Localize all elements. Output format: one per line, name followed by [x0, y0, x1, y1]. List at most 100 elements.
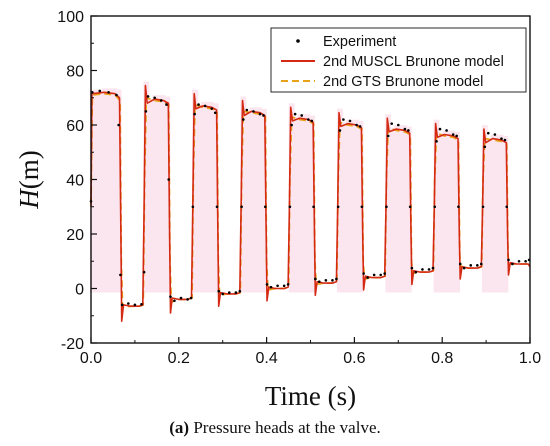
experiment-point: [338, 129, 342, 132]
experiment-point: [210, 107, 214, 110]
y-axis-title: H(m): [14, 150, 44, 209]
legend-label: 2nd GTS Brunone model: [323, 74, 483, 90]
series-layer: [89, 84, 531, 322]
plateau-shading: [402, 126, 412, 293]
x-axis-title: Time (s): [265, 381, 356, 411]
experiment-point: [457, 205, 460, 209]
experiment-point: [366, 276, 369, 279]
y-tick-label: 40: [66, 173, 84, 190]
experiment-point: [127, 302, 130, 305]
x-tick-label: 0.2: [168, 350, 190, 367]
experiment-point: [360, 205, 364, 209]
experiment-point: [451, 133, 455, 136]
experiment-point: [310, 119, 314, 123]
experiment-point: [476, 264, 479, 267]
experiment-point: [397, 123, 400, 127]
experiment-point: [276, 284, 279, 288]
figure-caption: (a) Pressure heads at the valve.: [0, 418, 550, 438]
experiment-point: [433, 205, 437, 209]
experiment-point: [191, 205, 195, 209]
experiment-point: [372, 273, 376, 277]
y-tick-label: 100: [57, 9, 84, 26]
experiment-point: [300, 114, 304, 117]
experiment-point: [238, 289, 242, 293]
experiment-point: [408, 205, 412, 209]
experiment-point: [458, 262, 462, 266]
experiment-point: [342, 118, 345, 121]
plateau-shading: [499, 135, 509, 293]
experiment-point: [252, 110, 255, 113]
experiment-point: [98, 89, 102, 93]
legend-label: 2nd MUSCL Brunone model: [323, 54, 504, 70]
caption-label: (a): [169, 418, 190, 437]
legend-items: Experiment 2nd MUSCL Brunone model 2nd GTS…: [281, 34, 504, 90]
experiment-point: [167, 178, 171, 181]
experiment-point: [511, 262, 514, 266]
experiment-point: [269, 285, 273, 289]
experiment-point: [505, 205, 509, 209]
experiment-point: [133, 303, 137, 307]
plateau-shading: [258, 108, 267, 293]
plateau-shading: [435, 133, 447, 293]
plateau-shading: [451, 131, 461, 293]
experiment-point: [240, 205, 243, 209]
y-tick-label: 60: [66, 118, 84, 135]
experiment-point: [193, 112, 196, 116]
experiment-point: [336, 205, 340, 209]
experiment-point: [435, 140, 438, 143]
plateau-shading: [242, 111, 254, 293]
experiment-point: [385, 205, 388, 209]
experiment-point: [288, 205, 292, 209]
plateau-shading: [145, 99, 157, 293]
plateau-shading: [483, 138, 495, 293]
experiment-point: [234, 291, 238, 294]
experiment-point: [115, 93, 118, 97]
experiment-point: [117, 123, 120, 127]
plateau-shading: [193, 104, 205, 293]
experiment-point: [153, 96, 156, 100]
x-tick-label: 1.0: [519, 350, 541, 367]
plateau-shading: [290, 116, 302, 293]
experiment-point: [379, 273, 383, 277]
tick-layer: 0.0 0.2 0.4 0.6 0.8 1.0 -20 0 20 40 60 80 100: [57, 9, 541, 367]
experiment-point: [245, 108, 249, 112]
experiment-point: [427, 268, 431, 271]
experiment-point: [348, 119, 352, 123]
experiment-point: [317, 280, 321, 283]
experiment-point: [403, 127, 407, 131]
experiment-point: [386, 134, 390, 138]
experiment-point: [179, 296, 183, 300]
x-tick-label: 0.4: [255, 350, 277, 367]
experiment-point: [314, 277, 317, 281]
plateau-shading: [306, 115, 316, 293]
y-tick-label: 20: [66, 227, 84, 244]
experiment-point: [438, 127, 442, 131]
y-axis-title-unit: (m): [14, 150, 44, 189]
experiment-point: [142, 270, 146, 274]
experiment-point: [262, 114, 265, 117]
caption-text: Pressure heads at the valve.: [189, 418, 381, 437]
experiment-point: [173, 299, 176, 303]
plateau-shading: [354, 121, 364, 293]
experiment-point: [421, 268, 424, 271]
experiment-point: [431, 266, 435, 270]
plateau-shading: [387, 127, 399, 293]
legend-label: Experiment: [323, 34, 396, 50]
experiment-point: [227, 291, 231, 294]
experiment-point: [493, 133, 497, 136]
experiment-point: [242, 118, 245, 121]
experiment-point: [414, 270, 418, 274]
experiment-point: [390, 122, 394, 125]
experiment-point: [107, 91, 110, 94]
experiment-point: [215, 205, 219, 209]
series-muscl-line: [90, 84, 531, 322]
experiment-point: [479, 262, 483, 266]
legend-experiment-marker: [296, 39, 300, 43]
experiment-point: [483, 145, 487, 149]
experiment-point: [507, 258, 510, 262]
experiment-point: [169, 295, 172, 298]
experiment-point: [213, 111, 217, 115]
plateau-shading: [89, 89, 107, 293]
experiment-point: [159, 99, 163, 102]
experiment-point: [221, 292, 224, 296]
